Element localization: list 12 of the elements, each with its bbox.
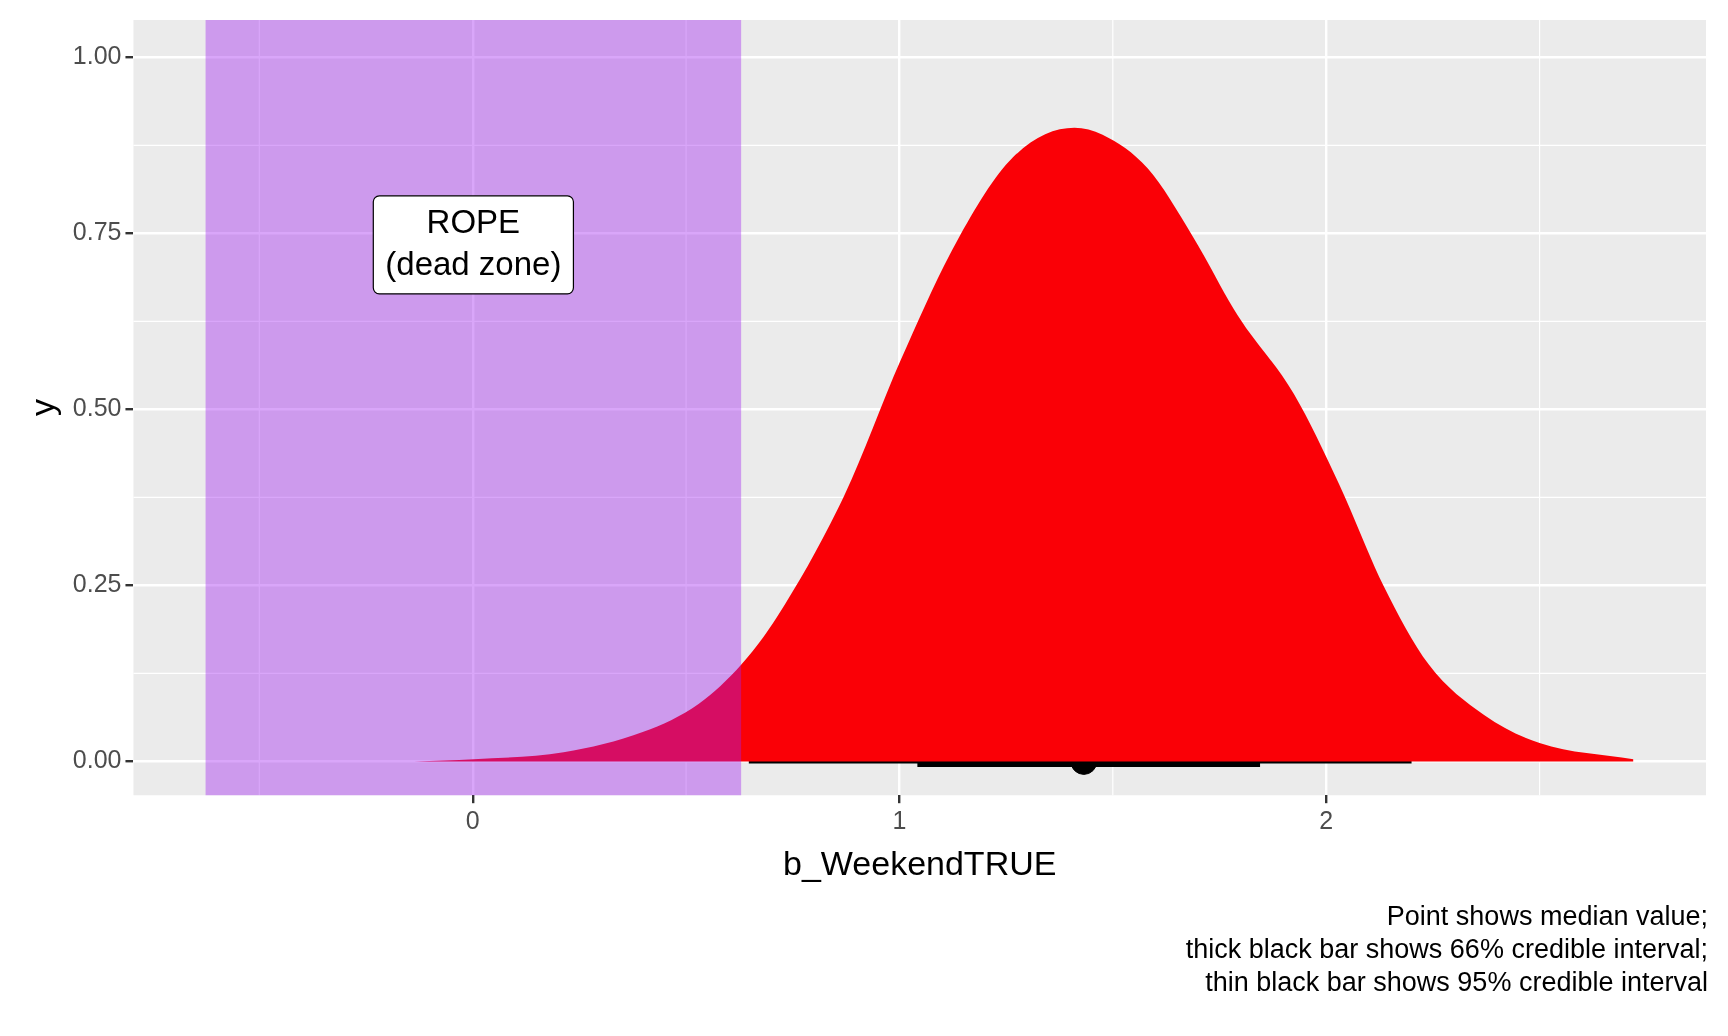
x-axis-title: b_WeekendTRUE: [783, 843, 1057, 882]
y-tick-label: 0.25: [72, 569, 122, 598]
y-tick-label: 0.75: [72, 217, 122, 246]
text: Point shows median value; thick black bar shows 66% credible interval; thin black bar shows 95% credible interval: [1185, 900, 1708, 999]
y-tick-label: 1.00: [72, 41, 122, 70]
x-tick-label: 2: [1319, 806, 1334, 835]
x-tick-label: 1: [892, 806, 907, 835]
y-tick-label: 0.50: [72, 393, 122, 422]
band-label: ROPE (dead zone): [385, 202, 562, 282]
x-tick-label: 0: [465, 806, 480, 835]
y-tick-label: 0.00: [72, 745, 122, 774]
y-axis-title: y: [22, 399, 61, 417]
